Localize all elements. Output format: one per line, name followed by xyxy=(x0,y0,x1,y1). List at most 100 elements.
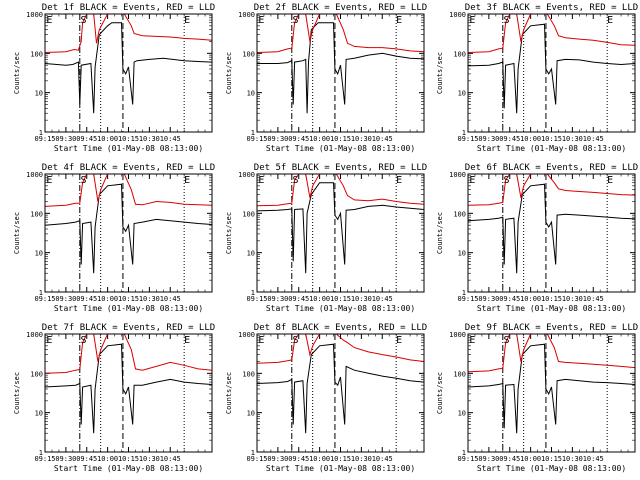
plot-frame xyxy=(467,173,636,293)
y-tick-label: 10 xyxy=(247,90,255,98)
y-tick-label: 100 xyxy=(30,210,43,218)
event-marker-e: E xyxy=(258,15,264,26)
event-marker-e: E xyxy=(469,15,475,26)
event-marker-e: E xyxy=(469,335,475,346)
x-tick-label: 10:15 xyxy=(541,135,562,143)
event-marker-e: E xyxy=(184,15,190,26)
series-events-line xyxy=(468,183,635,274)
event-marker-e: E xyxy=(258,335,264,346)
panel-det-1: Det 1f BLACK = Events, RED = LLD Counts/s… xyxy=(13,3,215,153)
y-tick-label: 10 xyxy=(247,250,255,258)
x-tick-label: 10:30 xyxy=(562,455,583,463)
y-tick-label: 1000 xyxy=(449,171,466,179)
y-tick-label: 1 xyxy=(251,129,255,137)
series-events-line xyxy=(468,23,635,114)
y-axis-label: Counts/sec xyxy=(436,212,444,254)
x-tick-label: 09:30 xyxy=(478,295,499,303)
x-tick-label: 10:00 xyxy=(97,135,118,143)
x-tick-label: 09:15 xyxy=(457,455,478,463)
panel-det-5: Det 5f BLACK = Events, RED = LLD Counts/s… xyxy=(225,163,427,313)
y-axis-label: Counts/sec xyxy=(436,52,444,94)
event-marker-e: E xyxy=(46,175,52,186)
series-lld-line xyxy=(45,174,212,207)
x-tick-label: 10:45 xyxy=(372,135,393,143)
x-tick-label: 10:15 xyxy=(118,135,139,143)
x-tick-label: 10:45 xyxy=(372,455,393,463)
event-marker-e: E xyxy=(396,15,402,26)
y-tick-label: 100 xyxy=(30,370,43,378)
x-tick-label: 10:45 xyxy=(583,135,604,143)
panel-title: Det 5f BLACK = Events, RED = LLD xyxy=(254,163,427,173)
series-lld-line xyxy=(257,14,424,53)
y-tick-label: 10 xyxy=(35,410,43,418)
x-tick-label: 10:30 xyxy=(562,135,583,143)
event-marker-s: S xyxy=(292,15,298,26)
x-axis-label: Start Time (01-May-08 08:13:00) xyxy=(54,464,203,473)
x-axis-label: Start Time (01-May-08 08:13:00) xyxy=(54,304,203,313)
y-axis-label: Counts/sec xyxy=(225,52,233,94)
event-marker-e: E xyxy=(607,335,613,346)
plot-frame xyxy=(44,173,213,293)
panel-det-8: Det 8f BLACK = Events, RED = LLD Counts/s… xyxy=(225,323,427,473)
x-tick-label: 10:15 xyxy=(118,295,139,303)
x-tick-label: 09:30 xyxy=(478,135,499,143)
y-tick-label: 1000 xyxy=(26,11,43,19)
plot-frame xyxy=(467,13,636,133)
event-marker-s: S xyxy=(292,335,298,346)
event-marker-e: E xyxy=(184,335,190,346)
event-marker-e: E xyxy=(46,335,52,346)
y-tick-label: 1 xyxy=(251,289,255,297)
plot-frame xyxy=(44,13,213,133)
y-axis-label: Counts/sec xyxy=(225,372,233,414)
y-axis-label: Counts/sec xyxy=(13,212,21,254)
x-tick-label: 09:15 xyxy=(246,295,267,303)
event-marker-e: E xyxy=(258,175,264,186)
y-tick-label: 100 xyxy=(30,50,43,58)
x-tick-label: 10:00 xyxy=(309,295,330,303)
x-tick-label: 09:45 xyxy=(499,455,520,463)
x-axis-label: Start Time (01-May-08 08:13:00) xyxy=(477,464,626,473)
series-lld-line xyxy=(45,14,212,53)
y-tick-label: 1 xyxy=(39,289,43,297)
x-tick-label: 10:00 xyxy=(97,295,118,303)
series-lld-line xyxy=(257,174,424,207)
event-marker-e: E xyxy=(184,175,190,186)
y-tick-label: 10 xyxy=(458,250,466,258)
series-events-line xyxy=(45,343,212,434)
plot-frame xyxy=(256,173,425,293)
x-axis-label: Start Time (01-May-08 08:13:00) xyxy=(266,304,415,313)
y-tick-label: 100 xyxy=(242,370,255,378)
x-tick-label: 10:15 xyxy=(330,295,351,303)
x-tick-label: 09:45 xyxy=(288,295,309,303)
series-lld-line xyxy=(468,14,635,53)
y-tick-label: 10 xyxy=(458,410,466,418)
x-axis-label: Start Time (01-May-08 08:13:00) xyxy=(477,304,626,313)
event-marker-s: S xyxy=(503,335,509,346)
x-tick-label: 09:45 xyxy=(499,135,520,143)
y-tick-label: 1000 xyxy=(238,171,255,179)
y-tick-label: 1 xyxy=(462,449,466,457)
x-tick-label: 10:45 xyxy=(372,295,393,303)
x-tick-label: 09:45 xyxy=(76,455,97,463)
y-axis-label: Counts/sec xyxy=(13,52,21,94)
panel-title: Det 6f BLACK = Events, RED = LLD xyxy=(465,163,638,173)
y-axis-label: Counts/sec xyxy=(436,372,444,414)
event-marker-s: S xyxy=(292,175,298,186)
x-tick-label: 09:15 xyxy=(34,295,55,303)
y-tick-label: 1 xyxy=(39,449,43,457)
x-tick-label: 10:15 xyxy=(118,455,139,463)
y-axis-label: Counts/sec xyxy=(13,372,21,414)
y-tick-label: 10 xyxy=(35,90,43,98)
panel-title: Det 4f BLACK = Events, RED = LLD xyxy=(42,163,215,173)
x-tick-label: 10:30 xyxy=(139,135,160,143)
x-axis-label: Start Time (01-May-08 08:13:00) xyxy=(266,144,415,153)
y-axis-label: Counts/sec xyxy=(225,212,233,254)
y-tick-label: 1000 xyxy=(238,11,255,19)
x-tick-label: 10:30 xyxy=(351,135,372,143)
x-tick-label: 09:15 xyxy=(34,135,55,143)
plot-frame xyxy=(467,333,636,453)
x-tick-label: 10:30 xyxy=(562,295,583,303)
event-marker-e: E xyxy=(46,15,52,26)
x-tick-label: 09:45 xyxy=(288,135,309,143)
x-tick-label: 09:45 xyxy=(76,295,97,303)
